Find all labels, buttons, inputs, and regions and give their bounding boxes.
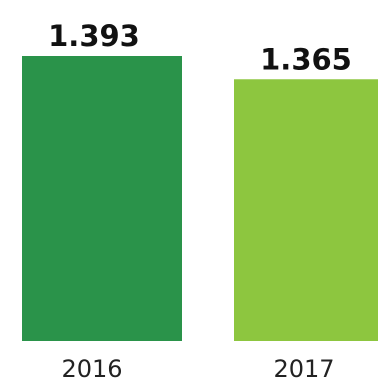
value-label-2016: 1.393 [48, 19, 140, 53]
x-tick-label-2016: 2016 [61, 355, 122, 381]
x-tick-label-2017: 2017 [273, 355, 334, 381]
x-tick-labels-group: 2016 2017 [61, 355, 334, 381]
bar-2017 [234, 79, 378, 341]
bar-2016 [22, 56, 182, 341]
value-labels-group: 1.393 1.365 [48, 19, 352, 76]
value-label-2017: 1.365 [260, 42, 352, 76]
bars-group [22, 56, 378, 341]
